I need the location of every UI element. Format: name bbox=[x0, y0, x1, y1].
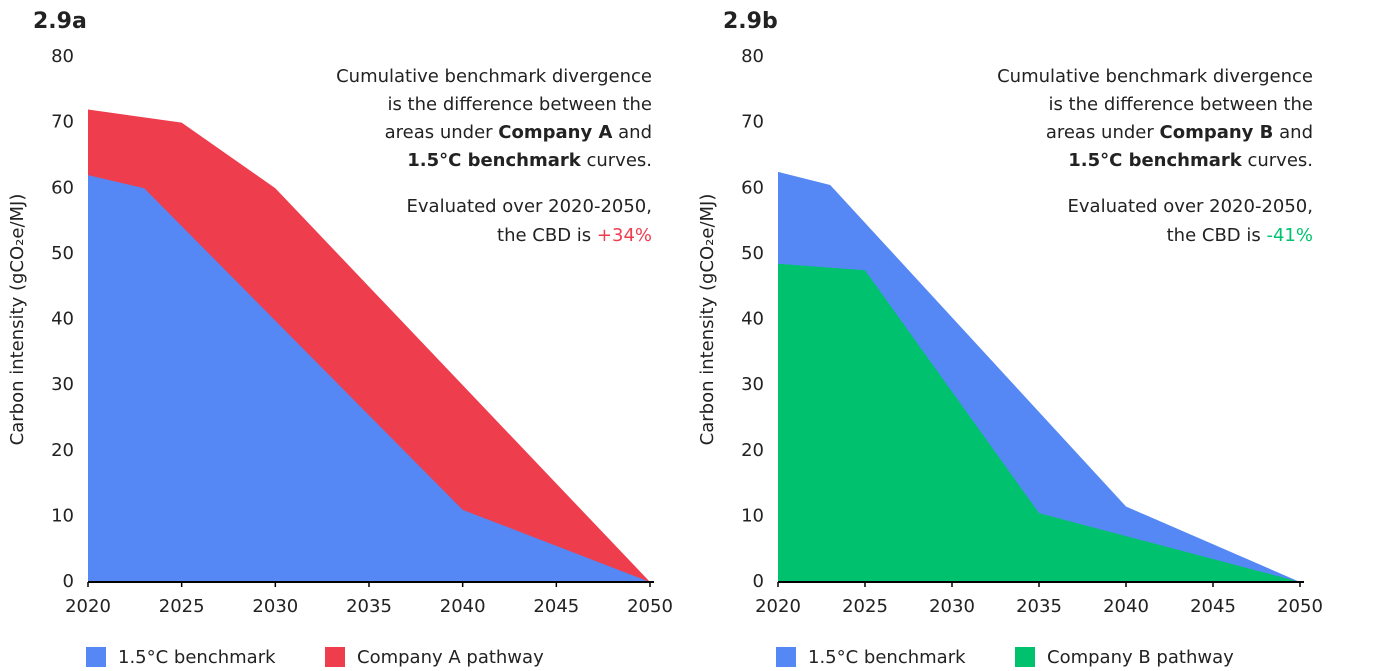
annotation-span: and bbox=[612, 122, 652, 143]
annotation-span: curves. bbox=[1242, 150, 1313, 171]
annotation: areas under Company B and bbox=[1046, 122, 1313, 143]
y-tick-label: 70 bbox=[741, 112, 764, 133]
y-tick-label: 40 bbox=[51, 309, 74, 330]
y-tick-label: 0 bbox=[63, 571, 74, 592]
annotation-span: 1.5°C benchmark bbox=[1068, 150, 1243, 171]
legend-label: 1.5°C benchmark bbox=[808, 647, 966, 668]
annotation-span: the CBD is bbox=[497, 225, 597, 246]
annotation: Evaluated over 2020-2050, bbox=[1068, 196, 1313, 217]
annotation-span: Evaluated over 2020-2050, bbox=[1068, 196, 1313, 217]
annotation-span: and bbox=[1273, 122, 1313, 143]
x-tick-label: 2025 bbox=[159, 596, 205, 617]
y-tick-label: 10 bbox=[51, 505, 74, 526]
y-tick-label: 30 bbox=[51, 374, 74, 395]
x-tick-label: 2050 bbox=[1277, 596, 1323, 617]
annotation-span: Cumulative benchmark divergence bbox=[997, 66, 1313, 87]
x-tick-label: 2020 bbox=[65, 596, 111, 617]
y-tick-label: 0 bbox=[753, 571, 764, 592]
annotation-span: Company A bbox=[498, 122, 612, 143]
annotation-span: Evaluated over 2020-2050, bbox=[407, 196, 652, 217]
x-tick-label: 2025 bbox=[842, 596, 888, 617]
annotation: 1.5°C benchmark curves. bbox=[1068, 150, 1313, 171]
y-tick-label: 40 bbox=[741, 309, 764, 330]
annotation: is the difference between the bbox=[387, 94, 652, 115]
annotation-span: the CBD is bbox=[1167, 225, 1267, 246]
annotation: Evaluated over 2020-2050, bbox=[407, 196, 652, 217]
annotation-span: curves. bbox=[581, 150, 652, 171]
annotation: the CBD is -41% bbox=[1167, 225, 1313, 246]
annotation-span: areas under bbox=[1046, 122, 1160, 143]
chart-title: 2.9a bbox=[33, 9, 87, 34]
annotation-span: +34% bbox=[597, 225, 652, 246]
x-tick-label: 2020 bbox=[755, 596, 801, 617]
annotation: 1.5°C benchmark curves. bbox=[407, 150, 652, 171]
x-tick-label: 2040 bbox=[1103, 596, 1149, 617]
y-tick-label: 20 bbox=[51, 440, 74, 461]
x-tick-label: 2050 bbox=[627, 596, 673, 617]
annotation-span: -41% bbox=[1266, 225, 1313, 246]
y-tick-label: 20 bbox=[741, 440, 764, 461]
annotation: the CBD is +34% bbox=[497, 225, 652, 246]
area bbox=[88, 175, 650, 582]
y-tick-label: 80 bbox=[741, 46, 764, 67]
y-tick-label: 50 bbox=[51, 243, 74, 264]
y-tick-label: 30 bbox=[741, 374, 764, 395]
annotation: areas under Company A and bbox=[385, 122, 652, 143]
legend-swatch bbox=[776, 647, 796, 667]
y-tick-label: 50 bbox=[741, 243, 764, 264]
legend-label: Company B pathway bbox=[1047, 647, 1234, 668]
legend-label: 1.5°C benchmark bbox=[118, 647, 276, 668]
y-tick-label: 60 bbox=[741, 177, 764, 198]
y-tick-label: 60 bbox=[51, 177, 74, 198]
annotation: Cumulative benchmark divergence bbox=[336, 66, 652, 87]
legend-swatch bbox=[86, 647, 106, 667]
x-tick-label: 2035 bbox=[346, 596, 392, 617]
x-tick-label: 2035 bbox=[1016, 596, 1062, 617]
legend-swatch bbox=[325, 647, 345, 667]
y-tick-label: 10 bbox=[741, 505, 764, 526]
y-tick-label: 80 bbox=[51, 46, 74, 67]
annotation-span: 1.5°C benchmark bbox=[407, 150, 582, 171]
legend-label: Company A pathway bbox=[357, 647, 544, 668]
annotation-span: areas under bbox=[385, 122, 499, 143]
x-tick-label: 2030 bbox=[929, 596, 975, 617]
annotation-span: is the difference between the bbox=[1048, 94, 1313, 115]
y-axis-label: Carbon intensity (gCO₂e/MJ) bbox=[697, 194, 718, 446]
chart-title: 2.9b bbox=[723, 9, 778, 34]
x-tick-label: 2030 bbox=[252, 596, 298, 617]
annotation-span: Company B bbox=[1160, 122, 1274, 143]
x-tick-label: 2045 bbox=[533, 596, 579, 617]
y-axis-label: Carbon intensity (gCO₂e/MJ) bbox=[7, 194, 28, 446]
x-tick-label: 2040 bbox=[440, 596, 486, 617]
annotation: Cumulative benchmark divergence bbox=[997, 66, 1313, 87]
area bbox=[778, 263, 1300, 582]
x-tick-label: 2045 bbox=[1190, 596, 1236, 617]
y-tick-label: 70 bbox=[51, 112, 74, 133]
annotation-span: Cumulative benchmark divergence bbox=[336, 66, 652, 87]
annotation: is the difference between the bbox=[1048, 94, 1313, 115]
annotation-span: is the difference between the bbox=[387, 94, 652, 115]
legend-swatch bbox=[1015, 647, 1035, 667]
